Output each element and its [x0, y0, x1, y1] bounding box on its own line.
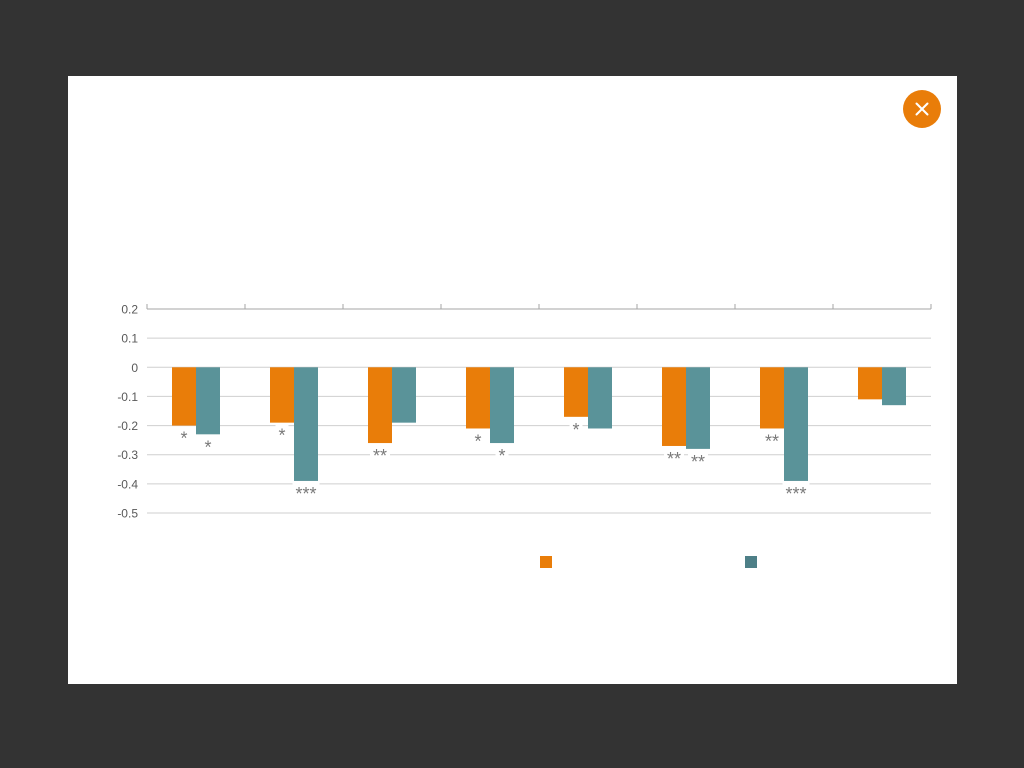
- bar-series-2: [196, 367, 220, 435]
- significance-marker: *: [180, 429, 187, 449]
- bar-series-1: [662, 367, 686, 446]
- significance-label-bg: [664, 446, 684, 459]
- bar-series-1: [172, 367, 196, 426]
- bar-series-1: [564, 367, 588, 417]
- y-tick-label: -0.3: [117, 448, 138, 462]
- significance-label-bg: [275, 423, 289, 436]
- significance-marker: *: [278, 426, 285, 446]
- significance-marker: ***: [295, 484, 316, 504]
- significance-label-bg: [569, 417, 583, 430]
- significance-label-bg: [177, 426, 191, 439]
- significance-label-bg: [495, 444, 509, 457]
- significance-marker: **: [667, 449, 681, 469]
- significance-label-bg: [782, 481, 810, 494]
- significance-marker: *: [572, 420, 579, 440]
- bar-series-1: [368, 367, 392, 444]
- significance-marker: *: [498, 446, 505, 466]
- y-tick-label: -0.1: [117, 390, 138, 404]
- bar-series-2: [294, 367, 318, 481]
- y-tick-label: -0.4: [117, 477, 138, 491]
- bar-series-2: [686, 367, 710, 449]
- significance-label-bg: [370, 444, 390, 457]
- significance-label-bg: [688, 449, 708, 462]
- bar-series-2: [784, 367, 808, 481]
- significance-label-bg: [471, 429, 485, 442]
- bar-series-2: [392, 367, 416, 423]
- significance-marker: **: [373, 446, 387, 466]
- significance-label-bg: [762, 429, 782, 442]
- y-tick-label: -0.5: [117, 507, 138, 521]
- close-button[interactable]: [903, 90, 941, 128]
- significance-label-bg: [292, 481, 320, 494]
- y-tick-label: 0: [131, 361, 138, 375]
- y-tick-label: -0.2: [117, 419, 138, 433]
- close-icon: [903, 90, 941, 128]
- y-tick-label: 0.2: [121, 303, 138, 317]
- significance-marker: *: [474, 431, 481, 451]
- significance-marker: **: [765, 431, 779, 451]
- bar-series-2: [882, 367, 906, 406]
- bar-series-2: [490, 367, 514, 444]
- bar-series-1: [270, 367, 294, 423]
- bar-series-1: [858, 367, 882, 400]
- significance-label-bg: [201, 435, 215, 448]
- bar-series-1: [760, 367, 784, 429]
- legend-swatch-series-1: [540, 556, 552, 568]
- significance-marker: ***: [785, 484, 806, 504]
- y-tick-label: 0.1: [121, 332, 138, 346]
- significance-marker: **: [691, 452, 705, 472]
- significance-marker: *: [204, 437, 211, 457]
- legend-swatch-series-2: [745, 556, 757, 568]
- bar-series-1: [466, 367, 490, 429]
- bar-series-2: [588, 367, 612, 429]
